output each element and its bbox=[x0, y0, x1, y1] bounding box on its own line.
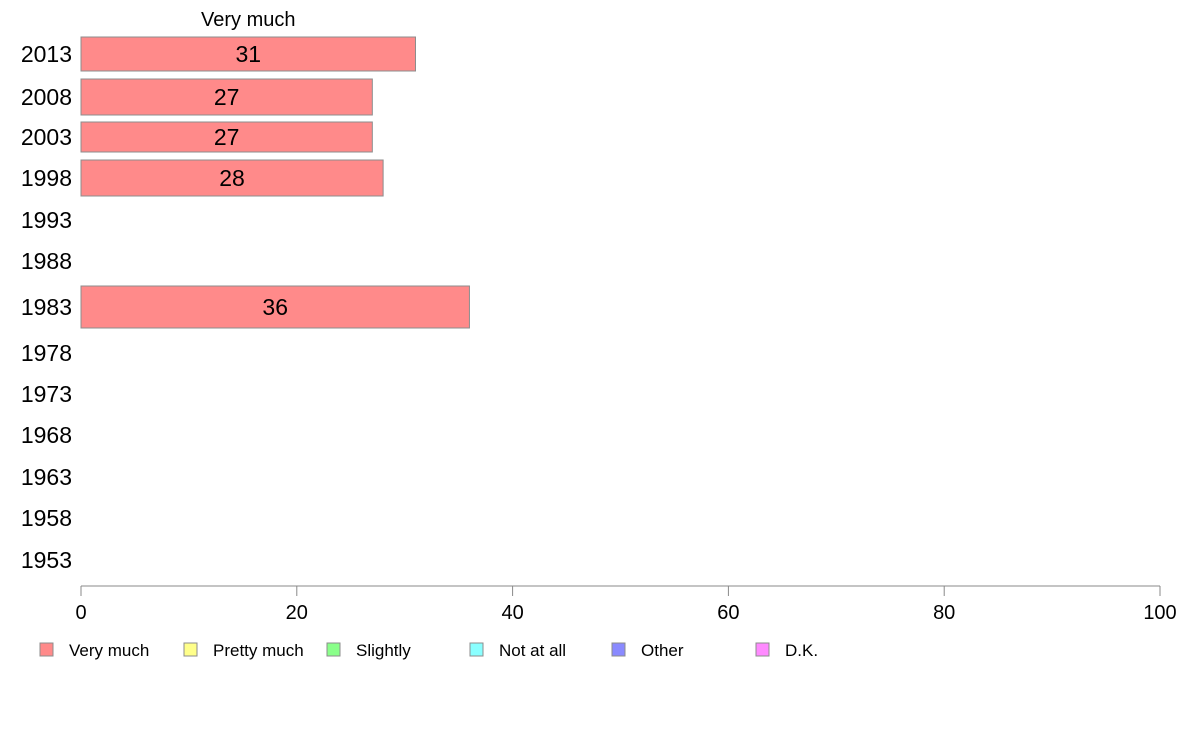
legend-label-0: Very much bbox=[69, 641, 149, 660]
y-tick-label-2003: 2003 bbox=[21, 124, 72, 150]
y-tick-label-2013: 2013 bbox=[21, 41, 72, 67]
bar-1998 bbox=[80, 159, 384, 197]
x-axis: 0 20 40 60 80 100 bbox=[75, 585, 1177, 624]
x-tick-label-0: 0 bbox=[75, 602, 86, 624]
legend-label-3: Not at all bbox=[499, 641, 566, 660]
legend-swatch-0 bbox=[39, 642, 54, 657]
y-tick-label-1963: 1963 bbox=[21, 464, 72, 490]
legend-swatch-1 bbox=[183, 642, 198, 657]
legend-label-5: D.K. bbox=[785, 641, 818, 660]
y-tick-label-1983: 1983 bbox=[21, 294, 72, 320]
bar-2013 bbox=[80, 36, 416, 72]
x-tick-label-40: 40 bbox=[501, 602, 523, 624]
y-tick-label-1968: 1968 bbox=[21, 422, 72, 448]
legend-swatch-5 bbox=[755, 642, 770, 657]
bars-group: 31 27 27 28 36 bbox=[80, 36, 470, 329]
y-tick-label-1988: 1988 bbox=[21, 248, 72, 274]
x-tick-label-60: 60 bbox=[717, 602, 739, 624]
legend-label-2: Slightly bbox=[356, 641, 411, 660]
y-tick-label-1958: 1958 bbox=[21, 505, 72, 531]
y-tick-labels: 2013 2008 2003 1998 1993 1988 1983 1978 1973 1968… bbox=[21, 41, 72, 573]
y-tick-label-1993: 1993 bbox=[21, 207, 72, 233]
data-label-2013: 31 bbox=[235, 41, 261, 67]
legend: Very much Pretty much Slightly Not at all Ot… bbox=[39, 641, 818, 660]
x-tick-label-100: 100 bbox=[1143, 602, 1176, 624]
y-tick-label-1998: 1998 bbox=[21, 165, 72, 191]
y-tick-label-1978: 1978 bbox=[21, 340, 72, 366]
y-tick-label-2008: 2008 bbox=[21, 84, 72, 110]
legend-swatch-2 bbox=[326, 642, 341, 657]
bar-1983 bbox=[80, 285, 470, 329]
series-header: Very much bbox=[201, 9, 295, 31]
bar-2003 bbox=[80, 121, 373, 153]
legend-swatch-4 bbox=[611, 642, 626, 657]
data-label-1983: 36 bbox=[262, 294, 288, 320]
legend-label-4: Other bbox=[641, 641, 684, 660]
x-tick-label-20: 20 bbox=[286, 602, 308, 624]
bar-2008 bbox=[80, 78, 373, 116]
data-label-2003: 27 bbox=[214, 124, 240, 150]
y-tick-label-1973: 1973 bbox=[21, 381, 72, 407]
data-label-1998: 28 bbox=[219, 165, 245, 191]
data-label-2008: 27 bbox=[214, 84, 240, 110]
legend-swatch-3 bbox=[469, 642, 484, 657]
x-tick-label-80: 80 bbox=[933, 602, 955, 624]
legend-label-1: Pretty much bbox=[213, 641, 304, 660]
y-tick-label-1953: 1953 bbox=[21, 547, 72, 573]
